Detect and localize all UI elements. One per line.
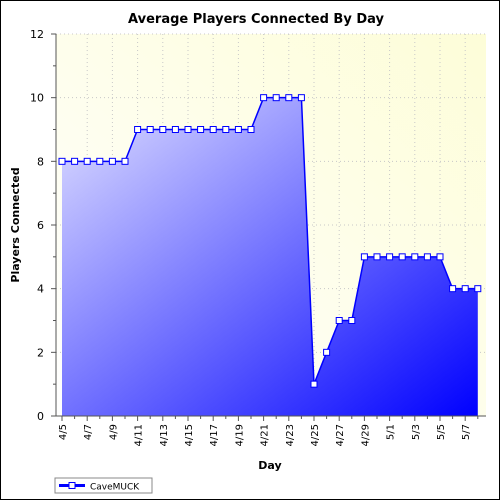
x-tick-label: 5/5 bbox=[436, 424, 447, 440]
x-tick-label: 4/7 bbox=[83, 424, 94, 440]
x-tick-label: 4/11 bbox=[134, 424, 145, 446]
data-point-marker bbox=[108, 157, 116, 165]
data-point-marker bbox=[184, 126, 192, 133]
data-point-marker bbox=[209, 126, 217, 133]
x-tick-label: 4/29 bbox=[360, 424, 371, 446]
y-axis-ticks: 0 2 4 6 8 10 12 bbox=[30, 28, 56, 423]
data-point-marker bbox=[360, 253, 368, 261]
chart-title: Average Players Connected By Day bbox=[128, 12, 384, 27]
data-point-marker bbox=[335, 317, 343, 324]
y-tick-label: 10 bbox=[30, 92, 44, 105]
y-tick-label: 8 bbox=[37, 155, 44, 168]
x-tick-label: 4/19 bbox=[234, 424, 245, 446]
x-tick-label: 4/25 bbox=[310, 424, 321, 446]
data-point-marker bbox=[411, 253, 419, 261]
y-tick-label: 12 bbox=[30, 28, 44, 41]
data-point-marker bbox=[474, 285, 482, 293]
y-axis-label: Players Connected bbox=[9, 167, 22, 282]
x-tick-label: 4/17 bbox=[209, 424, 220, 446]
y-tick-label: 6 bbox=[37, 219, 44, 232]
data-point-marker bbox=[247, 126, 255, 133]
data-point-marker bbox=[134, 126, 142, 133]
data-point-marker bbox=[272, 94, 280, 102]
data-point-marker bbox=[234, 126, 242, 133]
series-markers bbox=[58, 94, 482, 388]
x-tick-label: 5/7 bbox=[461, 424, 472, 440]
data-point-marker bbox=[423, 253, 431, 261]
legend: CaveMUCK bbox=[54, 477, 153, 494]
data-point-marker bbox=[146, 126, 154, 133]
data-point-marker bbox=[348, 317, 356, 324]
data-point-marker bbox=[373, 253, 381, 261]
x-tick-label: 4/13 bbox=[159, 424, 170, 446]
x-tick-label: 5/1 bbox=[386, 424, 397, 440]
x-tick-label: 4/27 bbox=[335, 424, 346, 446]
data-point-marker bbox=[197, 126, 205, 133]
data-point-marker bbox=[58, 157, 66, 165]
data-point-marker bbox=[83, 157, 91, 165]
y-tick-label: 2 bbox=[37, 346, 44, 359]
data-point-marker bbox=[323, 348, 331, 356]
x-tick-label: 4/21 bbox=[260, 424, 271, 446]
data-point-marker bbox=[297, 94, 305, 102]
x-axis-ticks: 4/5 4/7 4/9 4/11 4/13 4/15 4/17 4/19 4/21 4/23 4/2… bbox=[58, 416, 479, 446]
x-tick-label: 4/23 bbox=[285, 424, 296, 446]
legend-marker-swatch bbox=[68, 482, 76, 489]
data-point-marker bbox=[285, 94, 293, 102]
x-tick-label: 4/5 bbox=[58, 424, 69, 440]
data-point-marker bbox=[449, 285, 457, 293]
data-point-marker bbox=[260, 94, 268, 102]
x-tick-label: 5/3 bbox=[411, 424, 422, 440]
data-point-marker bbox=[310, 380, 318, 388]
series-area bbox=[62, 97, 478, 417]
data-point-marker bbox=[386, 253, 394, 261]
y-tick-label: 4 bbox=[37, 283, 44, 296]
y-tick-label: 0 bbox=[37, 410, 44, 423]
data-point-marker bbox=[96, 157, 104, 165]
data-point-marker bbox=[398, 253, 406, 261]
data-point-marker bbox=[71, 157, 79, 165]
data-point-marker bbox=[171, 126, 179, 133]
data-point-marker bbox=[461, 285, 469, 293]
data-point-marker bbox=[159, 126, 167, 133]
legend-label: CaveMUCK bbox=[90, 483, 140, 493]
data-point-marker bbox=[222, 126, 230, 133]
series-line bbox=[62, 96, 478, 385]
data-point-marker bbox=[436, 253, 444, 261]
x-tick-label: 4/15 bbox=[184, 424, 195, 446]
x-axis-label: Day bbox=[258, 459, 281, 472]
x-tick-label: 4/9 bbox=[108, 424, 119, 440]
data-point-marker bbox=[121, 157, 129, 165]
legend-box bbox=[54, 477, 153, 494]
